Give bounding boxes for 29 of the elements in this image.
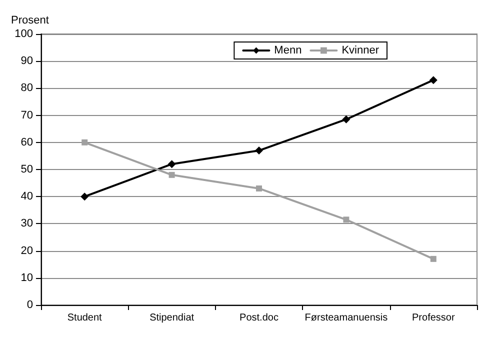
y-tick-label: 90 bbox=[20, 55, 33, 68]
legend-label: Kvinner bbox=[342, 44, 380, 56]
y-tick-label: 80 bbox=[20, 82, 33, 94]
legend-label: Menn bbox=[274, 44, 302, 56]
point bbox=[429, 76, 438, 84]
y-tick-label: 40 bbox=[20, 190, 33, 203]
y-tick-label: 60 bbox=[20, 136, 33, 148]
y-tick-label: 30 bbox=[20, 218, 33, 230]
x-tick-label: Førsteamanuensis bbox=[304, 312, 388, 324]
point bbox=[430, 256, 436, 262]
point bbox=[168, 160, 176, 168]
point bbox=[343, 216, 350, 223]
y-tick-label: 0 bbox=[26, 299, 33, 311]
point bbox=[168, 172, 175, 178]
y-tick-label: 20 bbox=[20, 244, 33, 257]
y-tick-label: 10 bbox=[20, 272, 33, 284]
y-tick-label: 50 bbox=[20, 164, 33, 176]
point bbox=[80, 192, 89, 201]
y-axis-title: Prosent bbox=[11, 14, 49, 26]
point bbox=[255, 146, 263, 155]
x-tick-label: Post.doc bbox=[240, 312, 278, 324]
y-tick-label: 100 bbox=[14, 28, 33, 40]
point bbox=[342, 115, 350, 124]
y-tick-label: 70 bbox=[20, 109, 33, 122]
point bbox=[82, 139, 88, 146]
point bbox=[256, 185, 262, 192]
x-tick-label: Stipendiat bbox=[150, 312, 194, 324]
x-tick-label: Professor bbox=[412, 312, 456, 324]
x-tick-label: Student bbox=[67, 312, 102, 324]
